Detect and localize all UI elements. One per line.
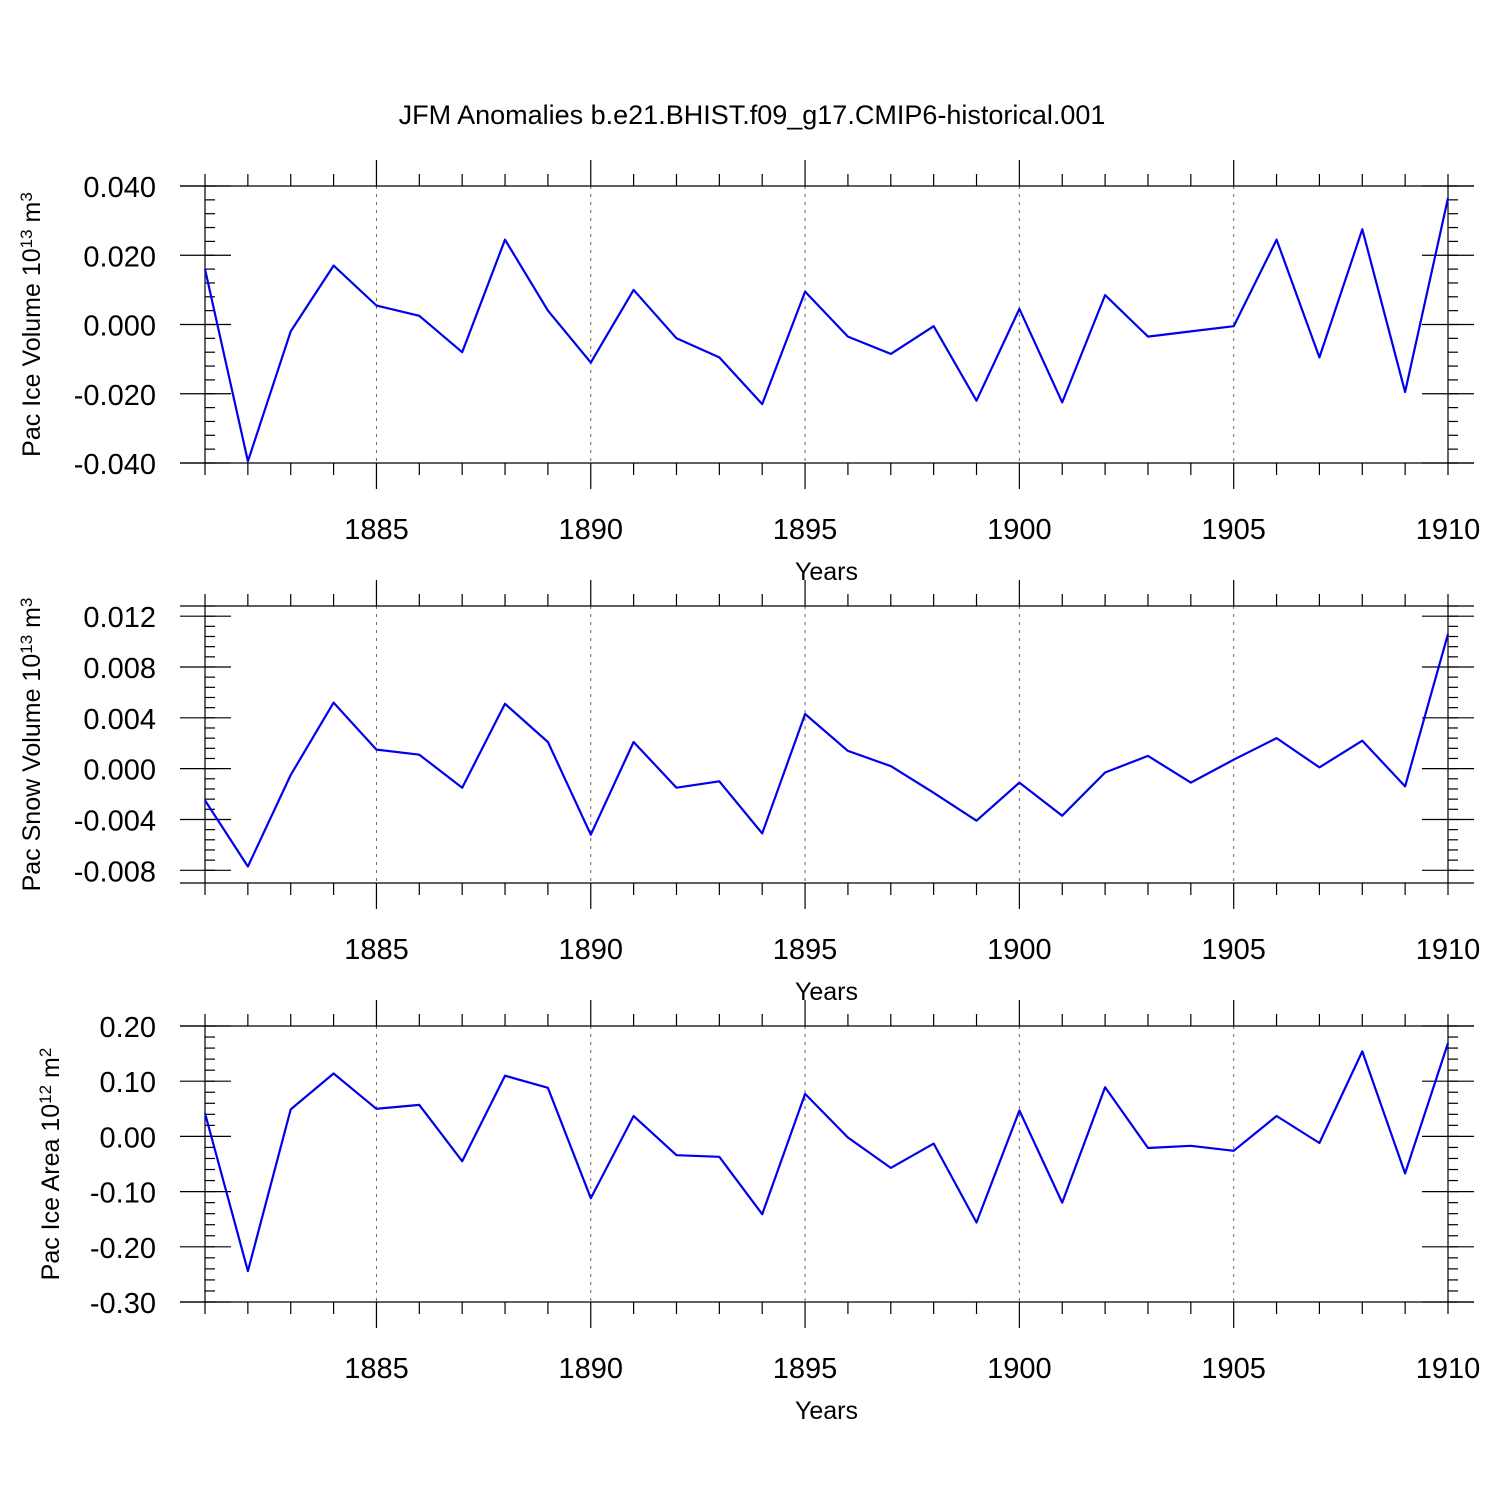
series-line (204, 633, 1450, 868)
x-tick-label: 1900 (987, 1353, 1052, 1385)
y-tick-label: 0.020 (83, 241, 156, 273)
y-tick-label: 0.012 (83, 602, 156, 634)
x-axis-title: Years (795, 978, 858, 1006)
x-tick-label: 1905 (1201, 934, 1266, 966)
y-axis-title-part: Pac Ice Volume 10 (18, 248, 46, 456)
y-axis-title-part: Pac Ice Area 10 (37, 1104, 65, 1281)
y-tick-label: -0.020 (74, 380, 156, 412)
y-tick-label: 0.20 (100, 1012, 156, 1044)
y-axis-title-part: Pac Snow Volume 10 (18, 654, 46, 892)
y-tick-label: -0.004 (74, 805, 156, 837)
y-tick-label: -0.20 (90, 1233, 156, 1265)
y-tick-label: 0.004 (83, 704, 156, 736)
x-tick-label: 1885 (344, 934, 409, 966)
y-tick-label: 0.10 (100, 1067, 156, 1099)
chart-title: JFM Anomalies b.e21.BHIST.f09_g17.CMIP6-… (399, 100, 1106, 130)
series-line (203, 1042, 1450, 1273)
y-axis-title-superscript: 13 (17, 635, 36, 654)
x-tick-label: 1885 (344, 1353, 409, 1385)
x-tick-label: 1910 (1416, 514, 1481, 546)
x-tick-label: 1905 (1201, 514, 1266, 546)
x-tick-label: 1900 (987, 514, 1052, 546)
y-axis-title-superscript: 3 (17, 192, 36, 201)
y-tick-label: -0.040 (74, 449, 156, 481)
x-axis-title: Years (795, 1397, 858, 1425)
y-axis-title-part: m (37, 1057, 65, 1085)
x-tick-label: 1895 (773, 1353, 838, 1385)
x-tick-label: 1885 (344, 514, 409, 546)
y-axis-title-superscript: 13 (17, 229, 36, 248)
y-tick-label: -0.008 (74, 856, 156, 888)
x-axis-title: Years (795, 558, 858, 586)
panel-2: 1885 1890 1895 1900 1905 1910 Years -0.008 -0.00… (17, 580, 1480, 1006)
y-tick-label: 0.000 (83, 755, 156, 787)
y-axis-title-part: m (18, 202, 46, 230)
panel-1: 1885 1890 1895 1900 1905 1910 Years -0.040 -0.02… (17, 160, 1480, 586)
x-tick-label: 1910 (1416, 1353, 1481, 1385)
y-tick-label: -0.30 (90, 1288, 156, 1320)
x-tick-label: 1905 (1201, 1353, 1266, 1385)
y-tick-label: 0.008 (83, 653, 156, 685)
y-tick-label: -0.10 (90, 1178, 156, 1210)
x-tick-label: 1890 (559, 514, 624, 546)
y-axis-title-superscript: 3 (17, 598, 36, 607)
series-line (203, 197, 1450, 463)
panels: 1885 1890 1895 1900 1905 1910 Years -0.040 -0.02… (17, 160, 1480, 1425)
y-tick-label: 0.040 (83, 172, 156, 204)
x-tick-label: 1900 (987, 934, 1052, 966)
x-tick-label: 1910 (1416, 934, 1481, 966)
y-tick-label: 0.00 (100, 1122, 156, 1154)
y-axis-title-superscript: 12 (36, 1085, 55, 1104)
y-axis-title: Pac Ice Volume 1013 m3 (17, 192, 46, 457)
y-axis-title: Pac Ice Area 1012 m2 (36, 1048, 65, 1281)
x-tick-label: 1895 (773, 934, 838, 966)
panel-3: 1885 1890 1895 1900 1905 1910 Years -0.30 -0.20 -… (36, 1000, 1480, 1425)
x-tick-label: 1890 (559, 1353, 624, 1385)
y-axis-title-part: m (18, 607, 46, 635)
x-tick-label: 1895 (773, 514, 838, 546)
y-axis-title-superscript: 2 (36, 1048, 55, 1057)
y-tick-label: 0.000 (83, 311, 156, 343)
x-tick-label: 1890 (559, 934, 624, 966)
y-axis-title: Pac Snow Volume 1013 m3 (17, 598, 46, 892)
